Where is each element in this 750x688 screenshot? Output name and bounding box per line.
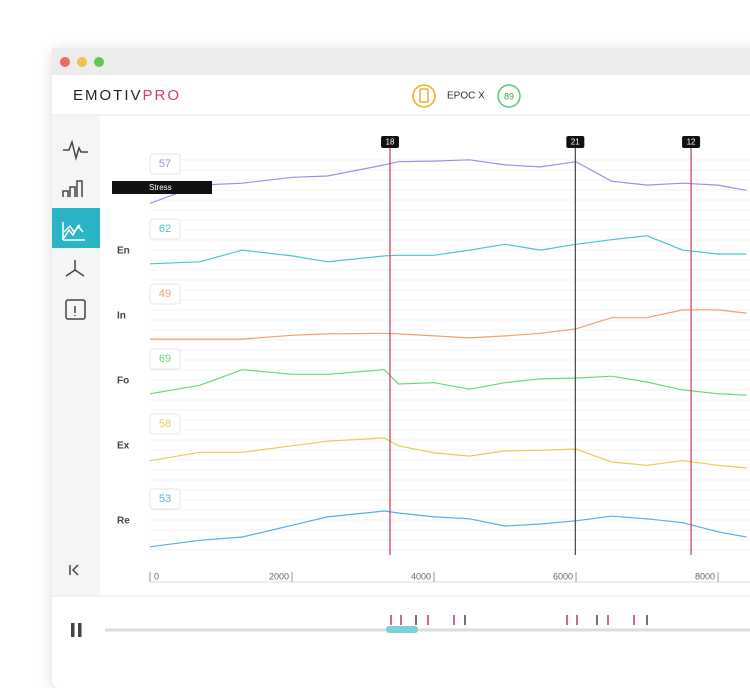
signal-badge[interactable] (497, 84, 521, 108)
current-value: 53 (159, 493, 171, 505)
plot: 0 2000 4000 6000 8000 57 Stress 62 En 49 In 69 Fo 58 E… (112, 136, 750, 583)
collapse-button[interactable] (69, 564, 79, 576)
value-box (149, 348, 181, 370)
scrub-markers (390, 615, 648, 625)
metric-line (149, 510, 747, 548)
value-box (149, 153, 181, 175)
motion-icon[interactable] (65, 260, 85, 277)
app: EMOTIVPRO EPOC X 89 0 2000 4000 6000 8000 57 S… (52, 48, 750, 637)
current-value: 62 (159, 223, 171, 235)
minimize-button[interactable] (77, 57, 87, 67)
zoom-button[interactable] (94, 57, 104, 67)
value-box (149, 283, 181, 305)
battery-icon[interactable] (412, 84, 436, 108)
row-label: Ex (117, 441, 130, 452)
band-power-icon[interactable] (62, 180, 83, 197)
pause-bar[interactable] (71, 623, 75, 637)
device-name: EPOC X (447, 91, 485, 102)
scrub-thumb[interactable] (386, 626, 418, 633)
current-value: 57 (159, 158, 171, 170)
performance-tab[interactable] (52, 208, 100, 248)
tooltip-label: Stress (149, 183, 172, 192)
current-value: 69 (159, 353, 171, 365)
metric-line (149, 235, 747, 265)
signal-value: 89 (504, 91, 514, 101)
marker-tag (566, 136, 585, 148)
marker-tag (682, 136, 701, 148)
current-value: 49 (159, 288, 171, 300)
current-value: 58 (159, 418, 171, 430)
performance-icon (62, 222, 85, 241)
sidebar (52, 116, 100, 596)
value-box (149, 218, 181, 240)
page: EMOTIVPRO EPOC X 89 0 2000 4000 6000 8000 57 S… (52, 48, 750, 637)
row-label: Re (117, 516, 130, 527)
metric-line (149, 159, 747, 204)
value-box (149, 488, 181, 510)
marker-tag (381, 136, 399, 148)
x-tick-label: 8000 (695, 571, 715, 581)
battery-body (419, 88, 429, 103)
marker-id: 12 (687, 138, 696, 147)
x-tick-label: 0 (154, 571, 159, 581)
logo-accent: PRO (143, 87, 182, 104)
raw-data-icon[interactable] (63, 139, 88, 161)
close-button[interactable] (60, 57, 70, 67)
x-tick-label: 6000 (553, 571, 573, 581)
value-box (149, 413, 181, 435)
x-tick-label: 4000 (411, 571, 431, 581)
logo: EMOTIVPRO (73, 87, 181, 104)
titlebar (52, 48, 750, 75)
x-tick-label: 2000 (269, 571, 289, 581)
pause-bar[interactable] (78, 623, 82, 637)
row-label: En (117, 246, 130, 257)
metric-line (149, 437, 747, 469)
row-label: Fo (117, 376, 129, 387)
row-label: In (117, 311, 126, 322)
markers-icon[interactable] (65, 299, 86, 320)
logo-main: EMOTIV (73, 87, 143, 104)
marker-id: 21 (571, 138, 580, 147)
metric-line (149, 369, 747, 396)
tooltip (112, 181, 212, 194)
metric-line (150, 309, 747, 340)
marker-id: 18 (386, 138, 395, 147)
